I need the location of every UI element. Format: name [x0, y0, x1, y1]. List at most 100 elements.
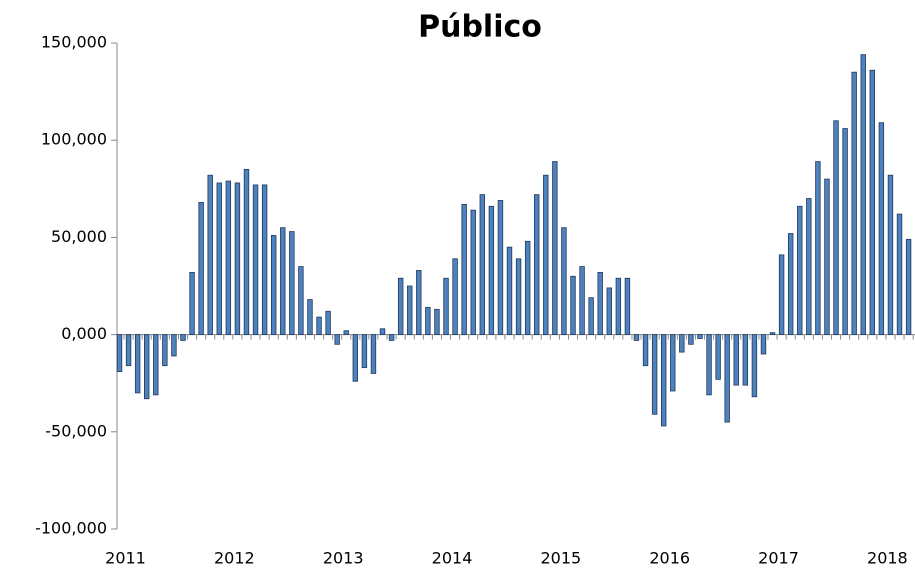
x-tick-label: 2014: [432, 549, 473, 568]
bar: [534, 194, 540, 336]
bar: [642, 334, 649, 367]
bar: [125, 334, 132, 367]
bar: [543, 174, 549, 336]
bar: [579, 266, 585, 335]
bar: [407, 285, 413, 335]
bar: [905, 238, 912, 335]
y-tick-label: 0,000: [61, 324, 107, 343]
bar: [806, 198, 812, 336]
bar: [461, 203, 467, 336]
bar: [824, 178, 830, 336]
bar: [670, 334, 676, 392]
x-tick-label: 2012: [214, 549, 255, 568]
bar: [896, 213, 903, 336]
bar: [416, 270, 422, 335]
bar: [316, 316, 322, 336]
bar: [769, 332, 776, 336]
bar: [361, 334, 368, 369]
bar: [162, 334, 168, 367]
bar: [116, 334, 123, 372]
bar: [706, 334, 712, 396]
bar: [633, 334, 640, 341]
bar: [724, 334, 730, 423]
y-tick-label: 50,000: [51, 227, 107, 246]
bar: [552, 161, 558, 336]
bar: [760, 334, 767, 355]
bar: [270, 235, 277, 335]
bar: [470, 209, 476, 336]
bar: [597, 271, 603, 335]
bar: [715, 334, 721, 380]
bar: [261, 184, 268, 336]
bar: [588, 297, 594, 336]
bar: [697, 334, 703, 339]
bar: [733, 334, 739, 386]
bar: [234, 182, 241, 336]
bar: [842, 128, 848, 335]
bar: [887, 174, 894, 336]
bar: [797, 205, 803, 336]
x-tick-label: 2015: [541, 549, 582, 568]
x-tick-label: 2013: [323, 549, 364, 568]
bar: [688, 334, 694, 345]
bar: [397, 277, 404, 335]
y-tick-label: -100,000: [35, 519, 107, 538]
bar: [787, 233, 794, 335]
bar: [524, 240, 531, 335]
bar: [515, 258, 522, 335]
bar: [144, 334, 150, 400]
bar: [651, 334, 658, 415]
bar: [298, 266, 304, 335]
x-tick-label: 2017: [758, 549, 799, 568]
bar: [171, 334, 177, 357]
x-tick-label: 2018: [867, 549, 908, 568]
bar: [452, 258, 458, 335]
bar: [325, 310, 331, 336]
bar: [434, 308, 440, 336]
bar: [343, 330, 349, 336]
bar: [252, 184, 259, 336]
bar: [189, 271, 195, 335]
chart-title: Público: [418, 10, 542, 45]
bar: [479, 194, 485, 336]
y-tick-label: 150,000: [41, 33, 107, 52]
bar: [561, 227, 567, 335]
bar: [615, 277, 622, 335]
x-tick-label: 2011: [105, 549, 146, 568]
bar: [388, 334, 395, 341]
bar: [661, 334, 667, 427]
bar: [225, 180, 232, 336]
bar: [624, 277, 631, 335]
bar: [497, 200, 504, 336]
bar: [134, 334, 141, 394]
bar: [307, 299, 313, 336]
bar: [833, 120, 839, 335]
bar: [216, 182, 222, 336]
bar: [742, 334, 749, 386]
bar: [379, 328, 386, 336]
bar: [207, 174, 213, 336]
bar: [488, 205, 495, 336]
bar: [370, 334, 377, 374]
bar: [198, 202, 204, 336]
bar: [606, 287, 612, 335]
bar: [679, 334, 685, 353]
bar: [352, 334, 359, 382]
bar: [751, 334, 758, 398]
bar: [815, 161, 821, 336]
bar: [180, 334, 186, 341]
bar: [153, 334, 159, 396]
bar: [878, 122, 885, 335]
bar: [289, 231, 295, 335]
bar: [506, 246, 513, 335]
y-tick-label: -50,000: [45, 421, 107, 440]
x-tick-label: 2016: [649, 549, 690, 568]
bar: [570, 275, 576, 335]
bar: [334, 334, 340, 345]
bar: [425, 306, 431, 336]
bar: [443, 277, 449, 335]
bar: [243, 168, 250, 336]
bar: [851, 71, 857, 336]
bar: [860, 54, 866, 336]
